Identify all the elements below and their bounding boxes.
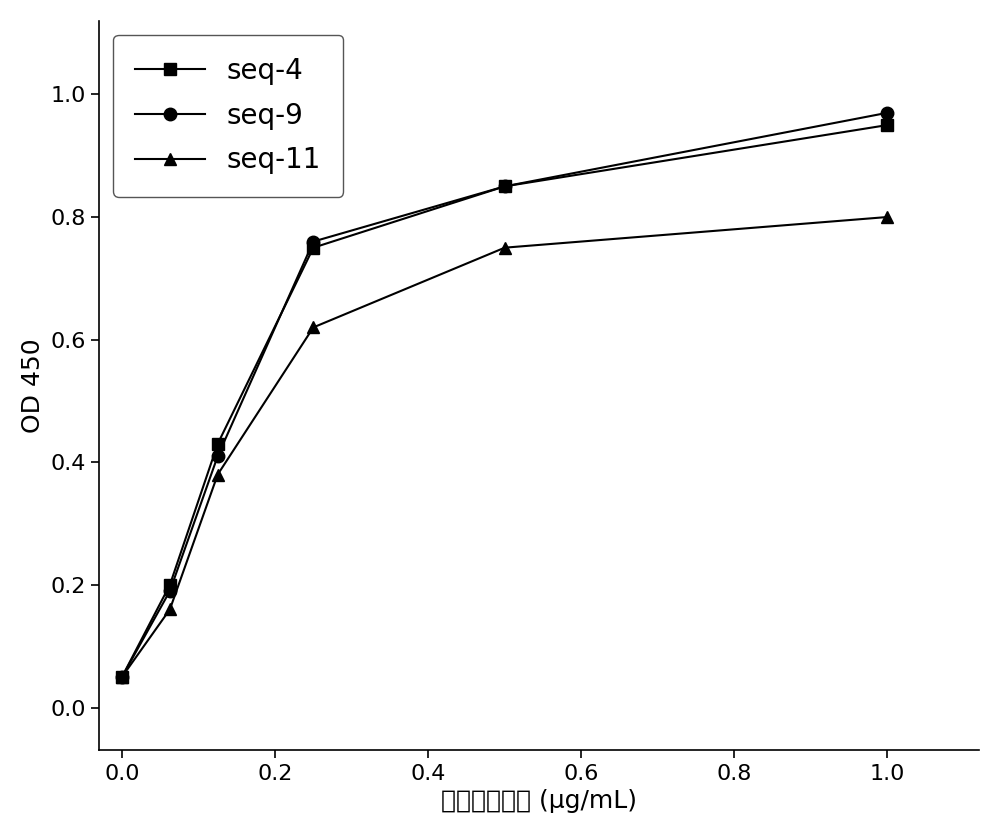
seq-9: [307, 237, 319, 247]
Line: seq-11: seq-11: [116, 211, 894, 683]
seq-11: [881, 212, 893, 222]
seq-4: [499, 181, 511, 191]
Line: seq-9: seq-9: [116, 107, 894, 683]
Y-axis label: OD 450: OD 450: [21, 339, 45, 433]
seq-4: [164, 580, 176, 590]
seq-9: [212, 451, 224, 461]
Line: seq-4: seq-4: [116, 118, 894, 683]
seq-4: [881, 120, 893, 130]
seq-4: [212, 439, 224, 449]
seq-4: [307, 243, 319, 253]
seq-11: [212, 470, 224, 480]
seq-11: [116, 672, 128, 682]
seq-11: [307, 323, 319, 333]
seq-9: [164, 586, 176, 596]
seq-9: [881, 108, 893, 118]
Legend: seq-4, seq-9, seq-11: seq-4, seq-9, seq-11: [113, 35, 343, 197]
seq-9: [499, 181, 511, 191]
seq-11: [164, 605, 176, 615]
X-axis label: 单域抗体浓度 (μg/mL): 单域抗体浓度 (μg/mL): [441, 789, 637, 813]
seq-11: [499, 243, 511, 253]
seq-9: [116, 672, 128, 682]
seq-4: [116, 672, 128, 682]
